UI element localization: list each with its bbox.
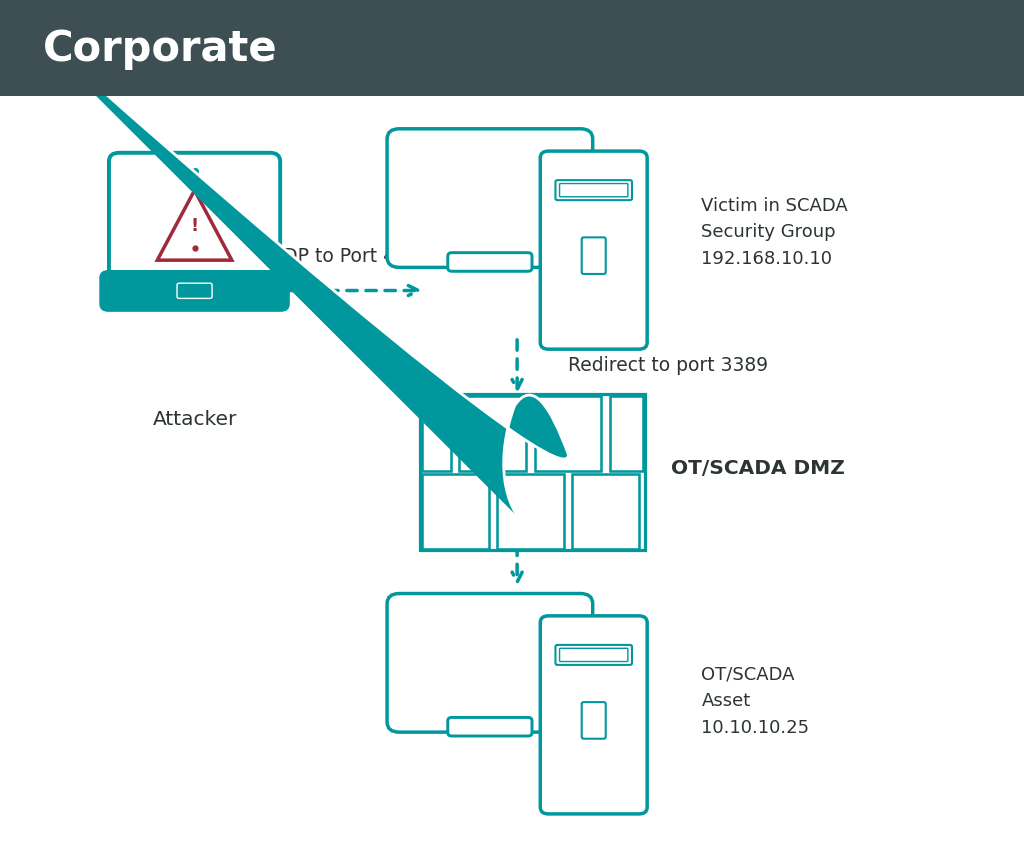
FancyBboxPatch shape [422,396,452,471]
FancyBboxPatch shape [100,272,289,311]
Text: Victim in SCADA
Security Group
192.168.10.10: Victim in SCADA Security Group 192.168.1… [701,197,848,268]
Bar [0,0,1024,97]
PathPatch shape [0,396,568,844]
FancyBboxPatch shape [555,181,632,201]
Text: RDP to Port 49897: RDP to Port 49897 [270,247,442,266]
FancyBboxPatch shape [109,154,281,291]
FancyBboxPatch shape [497,474,564,549]
FancyBboxPatch shape [535,396,601,471]
FancyBboxPatch shape [177,284,212,299]
FancyBboxPatch shape [447,717,532,736]
FancyBboxPatch shape [572,474,639,549]
FancyBboxPatch shape [582,702,606,738]
FancyBboxPatch shape [609,396,643,471]
Bar [420,395,645,550]
Text: Attacker: Attacker [153,409,237,428]
Text: Corporate: Corporate [43,28,278,69]
Text: !: ! [190,217,199,235]
FancyBboxPatch shape [559,648,628,662]
FancyBboxPatch shape [387,130,593,268]
FancyBboxPatch shape [559,184,628,197]
FancyBboxPatch shape [582,238,606,274]
FancyBboxPatch shape [387,594,593,733]
FancyBboxPatch shape [555,645,632,665]
Text: OT/SCADA DMZ: OT/SCADA DMZ [671,459,845,478]
Text: Redirect to port 3389: Redirect to port 3389 [568,356,768,375]
FancyBboxPatch shape [447,253,532,272]
Text: OT/SCADA
Asset
10.10.10.25: OT/SCADA Asset 10.10.10.25 [701,665,810,736]
FancyBboxPatch shape [541,616,647,814]
FancyBboxPatch shape [460,396,526,471]
FancyBboxPatch shape [541,152,647,349]
FancyBboxPatch shape [422,474,488,549]
